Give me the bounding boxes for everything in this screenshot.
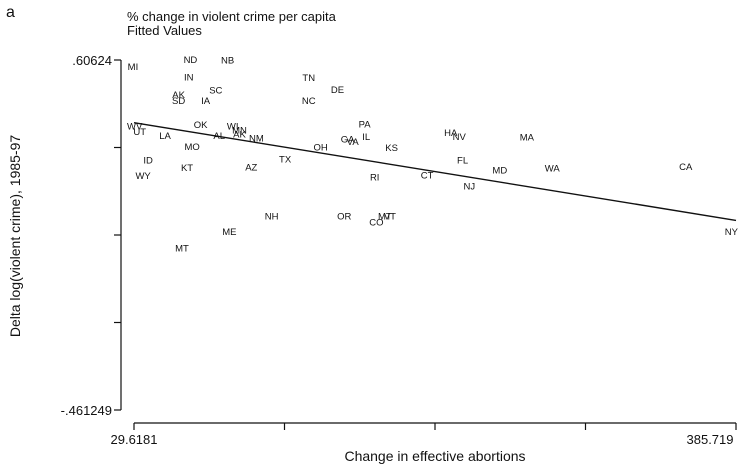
fitted-values-line	[133, 122, 737, 222]
point-label-ma: MA	[520, 132, 535, 143]
point-label-co: CO	[369, 218, 383, 229]
point-label-ia: IA	[201, 96, 211, 107]
point-label-wi: WI	[227, 121, 239, 132]
point-label-va: VA	[347, 137, 360, 148]
point-label-kt: KT	[181, 163, 193, 174]
point-label-oh: OH	[313, 143, 327, 154]
point-label-ok: OK	[194, 120, 208, 131]
point-label-mt: MT	[378, 211, 392, 222]
point-label-or: OR	[337, 211, 351, 222]
point-label-tn: TN	[302, 73, 315, 84]
point-label-nj: NJ	[464, 182, 476, 193]
point-label-pa: PA	[359, 120, 372, 131]
point-label-nd: ND	[184, 55, 198, 66]
point-label-mn: MN	[232, 126, 247, 137]
point-label-md: MD	[492, 166, 507, 177]
point-label-nh: NH	[265, 211, 279, 222]
point-label-in: IN	[184, 72, 194, 83]
point-label-wv: WV	[127, 122, 143, 133]
x-axis-title: Change in effective abortions	[344, 448, 525, 464]
point-label-ak: AK	[172, 90, 185, 101]
point-label-nb: NB	[221, 56, 234, 67]
panel-label: a	[6, 4, 15, 21]
x-tick-label-right: 385.719	[687, 432, 734, 447]
y-axis-title: Delta log(violent crime), 1985-97	[7, 135, 23, 338]
y-tick-label-bottom: -.461249	[61, 403, 112, 418]
point-label-wy: WY	[135, 171, 151, 182]
point-label-de: DE	[331, 85, 344, 96]
point-label-ut: UT	[133, 127, 146, 138]
point-label-la: LA	[159, 131, 171, 142]
point-label-ri: RI	[370, 172, 380, 183]
point-label-mo: MO	[184, 142, 199, 153]
point-label-ha: HA	[444, 128, 458, 139]
point-label-tx: TX	[279, 154, 292, 165]
point-label-ak: AK	[233, 130, 246, 141]
point-label-fl: FL	[457, 156, 468, 167]
x-axis-ticks	[133, 423, 737, 430]
chart-title: % change in violent crime per capita	[127, 9, 337, 24]
point-label-il: IL	[362, 132, 370, 143]
point-label-nv: NV	[453, 132, 467, 143]
point-label-al: AL	[213, 131, 225, 142]
point-label-me: ME	[222, 227, 236, 238]
point-label-mi: MI	[128, 62, 139, 73]
x-tick-label-left: 29.6181	[111, 432, 158, 447]
point-label-nc: NC	[302, 96, 316, 107]
point-label-ks: KS	[385, 143, 398, 154]
point-label-vt: VT	[384, 211, 396, 222]
point-label-nm: NM	[249, 133, 264, 144]
y-axis-ticks	[114, 59, 121, 411]
point-label-az: AZ	[245, 163, 257, 174]
chart-subtitle: Fitted Values	[127, 23, 202, 38]
point-label-sd: SD	[172, 96, 185, 107]
point-label-mt: MT	[175, 243, 189, 254]
point-label-ct: CT	[421, 170, 434, 181]
point-label-sc: SC	[209, 86, 222, 97]
point-label-ny: NY	[725, 227, 739, 238]
point-label-ca: CA	[679, 162, 693, 173]
point-label-id: ID	[143, 156, 153, 167]
y-tick-label-top: .60624	[72, 53, 112, 68]
point-label-ga: GA	[341, 134, 355, 145]
point-label-wa: WA	[545, 164, 561, 175]
